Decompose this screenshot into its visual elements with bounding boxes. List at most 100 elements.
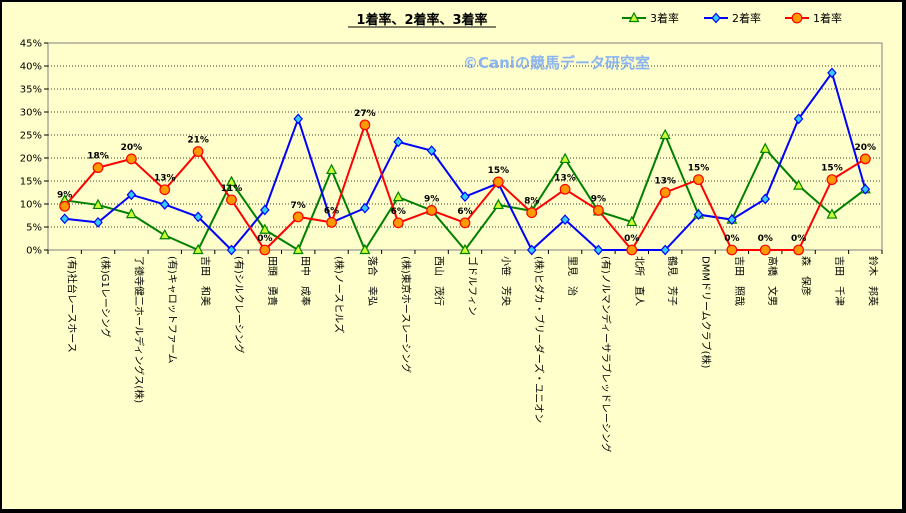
data-point: [426, 145, 437, 157]
data-point: [660, 244, 670, 256]
data-point: [126, 189, 137, 201]
data-point: [226, 244, 237, 256]
legend-label: 3着率: [650, 11, 679, 25]
data-label: 0%: [724, 234, 739, 244]
data-point: [460, 191, 470, 203]
data-point: [159, 228, 171, 240]
x-category-label: 了徳寺健二ホールディングス(株): [132, 256, 145, 403]
data-label: 9%: [57, 190, 72, 200]
data-point: [759, 244, 771, 256]
x-category-label: (有)シルクレーシング: [232, 256, 245, 354]
legend-marker: [791, 12, 803, 24]
y-tick-label: 15%: [20, 177, 42, 188]
data-label: 7%: [291, 201, 306, 211]
data-point: [292, 211, 304, 223]
data-point: [159, 184, 171, 196]
data-label: 6%: [324, 206, 339, 216]
data-point: [359, 243, 371, 255]
data-label: 9%: [424, 194, 439, 204]
y-tick-label: 35%: [20, 85, 42, 96]
data-point: [526, 244, 537, 256]
data-point: [860, 183, 871, 195]
data-point: [826, 208, 838, 219]
data-label: 8%: [524, 197, 539, 207]
legend-marker: [711, 12, 721, 24]
data-point: [93, 216, 103, 228]
data-label: 0%: [758, 234, 773, 244]
x-category-label: (株)G1レーシング: [99, 256, 112, 338]
data-point: [526, 207, 538, 219]
data-point: [593, 244, 604, 256]
data-label: 13%: [554, 173, 576, 183]
data-label: 20%: [855, 143, 877, 153]
y-tick-label: 0%: [26, 246, 42, 257]
x-category-label: (株)東京ホースレーシング: [399, 256, 412, 373]
data-point: [492, 176, 504, 188]
x-category-label: 吉田 千津: [833, 256, 845, 306]
x-category-label: 田頭 勇貴: [266, 256, 279, 306]
data-point: [859, 153, 871, 165]
data-point: [827, 67, 837, 79]
x-category-label: 落合 幸弘: [366, 256, 379, 306]
data-point: [193, 211, 203, 223]
y-tick-label: 20%: [20, 154, 42, 165]
data-point: [693, 209, 704, 220]
x-category-label: 鈴木 邦英: [866, 256, 879, 306]
data-point: [826, 174, 838, 186]
data-point: [759, 142, 771, 153]
data-label: 0%: [257, 234, 272, 244]
x-category-label: (有)社台レースホース: [66, 256, 79, 353]
x-category-label: 鶴見 芳子: [666, 256, 679, 306]
legend-label: 2着率: [732, 11, 761, 25]
data-point: [659, 187, 671, 198]
data-point: [359, 119, 371, 131]
data-point: [559, 183, 571, 195]
data-point: [560, 214, 570, 226]
y-tick-label: 30%: [20, 108, 42, 119]
data-point: [392, 217, 404, 229]
data-label: 27%: [354, 109, 376, 119]
data-label: 15%: [821, 164, 843, 174]
data-label: 15%: [688, 164, 710, 174]
data-point: [392, 190, 404, 202]
x-category-label: (有)キャロットファーム: [166, 256, 179, 364]
x-category-label: 田中 成奉: [299, 256, 312, 306]
data-point: [92, 198, 104, 210]
x-category-label: 小笹 芳央: [499, 256, 512, 306]
data-label: 9%: [591, 194, 606, 204]
data-point: [260, 204, 270, 216]
data-point: [760, 193, 771, 205]
data-point: [593, 205, 604, 216]
data-point: [426, 205, 438, 216]
data-point: [125, 153, 137, 165]
data-label: 13%: [654, 177, 676, 187]
data-point: [727, 214, 737, 226]
y-tick-label: 10%: [20, 200, 42, 211]
legend-marker: [628, 11, 640, 23]
data-point: [92, 162, 104, 174]
data-point: [559, 152, 571, 164]
data-point: [626, 244, 638, 256]
data-point: [793, 244, 804, 256]
x-category-label: 吉田 和美: [199, 256, 212, 306]
x-category-label: 吉田 照哉: [733, 256, 745, 306]
x-category-label: ゴドルフィン: [466, 256, 479, 316]
y-tick-label: 25%: [20, 131, 42, 142]
data-point: [393, 136, 404, 148]
data-point: [59, 213, 70, 225]
x-category-label: 森 保彦: [800, 256, 813, 296]
x-category-label: 北所 直人: [633, 256, 646, 306]
data-point: [59, 200, 71, 212]
data-point: [292, 243, 304, 255]
data-label: 13%: [154, 174, 176, 184]
x-category-label: (株)ヒダカ・ブリーダーズ・ユニオン: [533, 256, 546, 423]
x-category-label: 里見 治: [566, 256, 579, 296]
data-point: [159, 199, 170, 210]
data-label: 21%: [187, 136, 209, 146]
x-category-label: (株)ノースヒルズ: [333, 256, 346, 333]
data-label: 6%: [457, 207, 472, 217]
data-point: [226, 194, 237, 206]
data-point: [360, 202, 370, 214]
data-point: [693, 174, 704, 186]
